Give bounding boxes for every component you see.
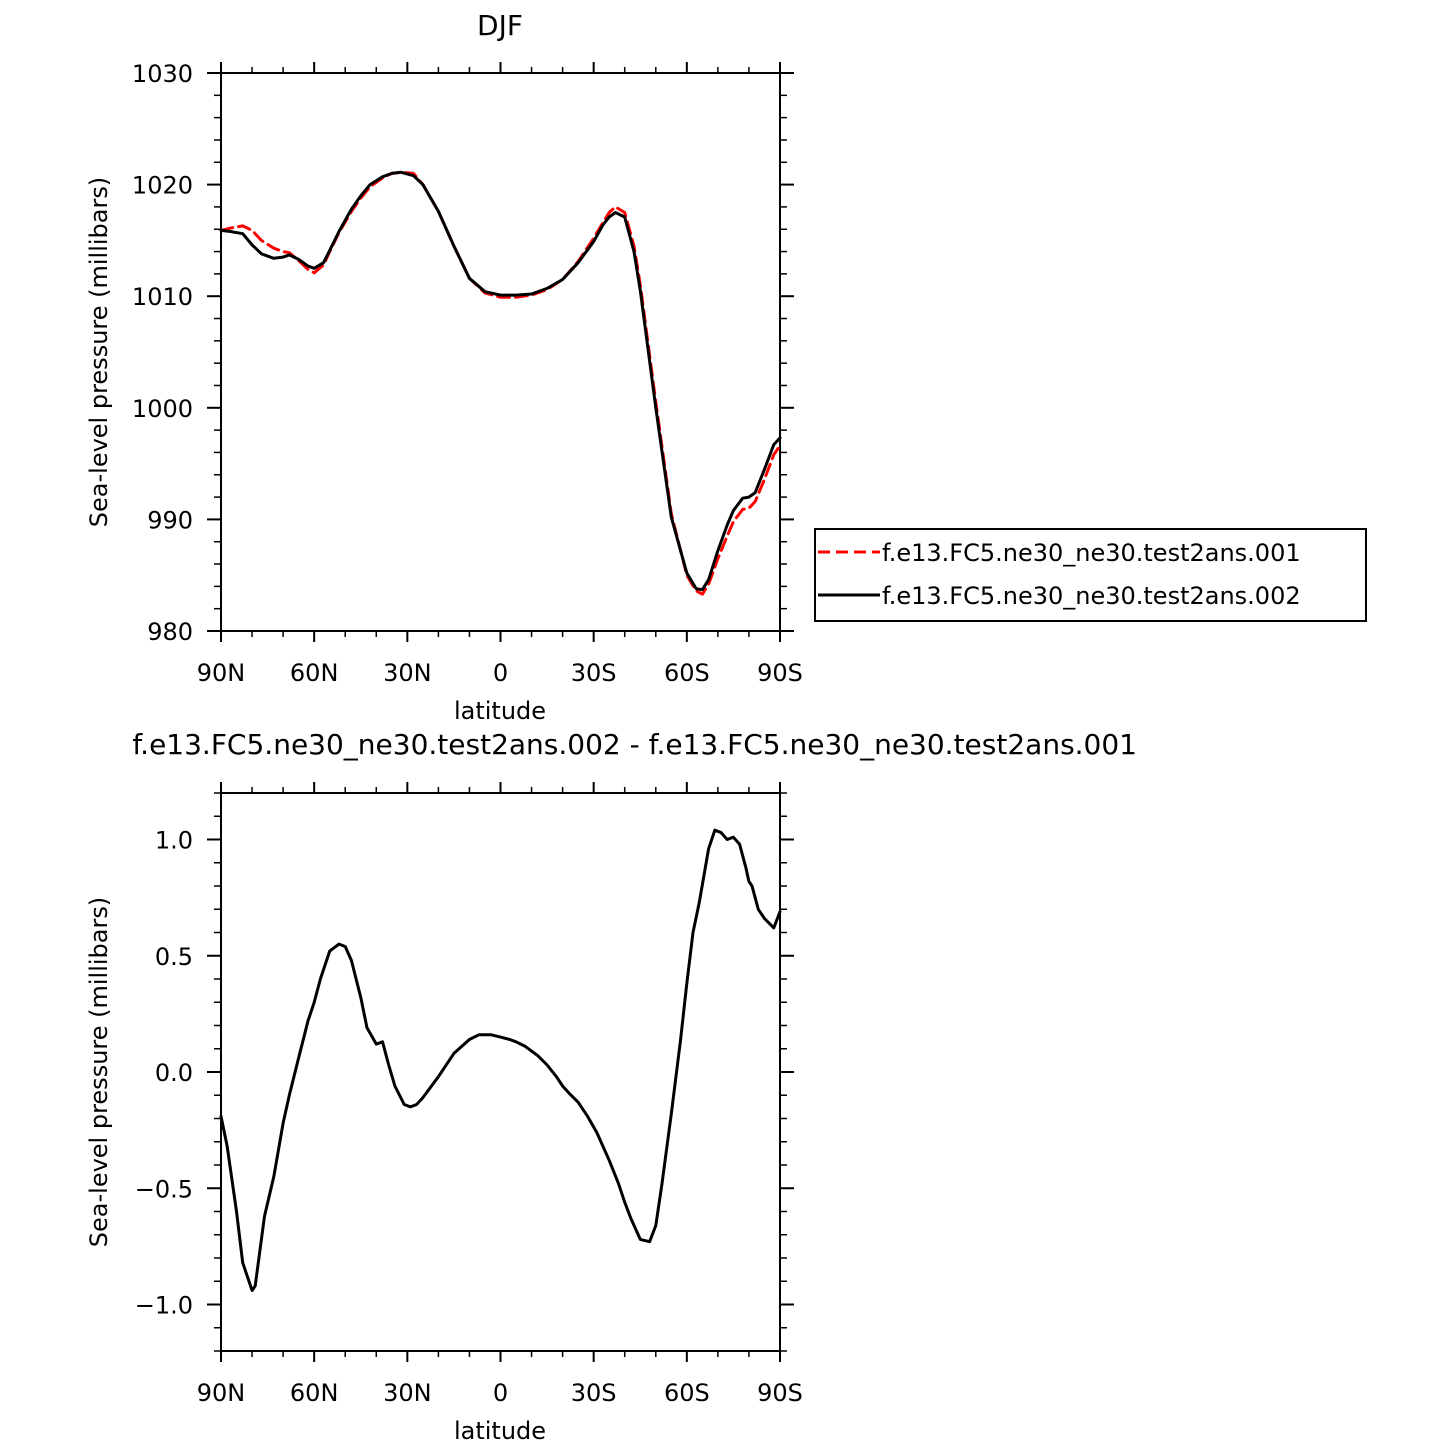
bottom-x-tick-label: 30N (383, 1379, 432, 1407)
bottom-y-tick-label: 0.5 (155, 943, 193, 971)
bottom-axis-ticks: 90N 60N 30N 0 30S 60S 90S −1.0 −0.5 0.0 0.5 1.0 (135, 782, 803, 1407)
bottom-x-axis-title: latitude (454, 1417, 546, 1445)
bottom-y-tick-label: −0.5 (135, 1175, 193, 1203)
top-x-tick-label: 30S (571, 659, 617, 687)
bottom-x-tick-label: 0 (493, 1379, 508, 1407)
slp-djf-panel: DJF 90N 60N 30N 0 30S 60S 90S 980 990 1000 1010 102… (85, 9, 1367, 725)
top-y-tick-label: 1010 (132, 283, 193, 311)
top-y-tick-label: 1000 (132, 395, 193, 423)
top-x-tick-label: 60N (290, 659, 339, 687)
slp-difference-panel: f.e13.FC5.ne30_ne30.test2ans.002 - f.e13… (85, 728, 1137, 1445)
bottom-series-lines (219, 828, 782, 1292)
top-x-axis-title: latitude (454, 697, 546, 725)
bottom-x-tick-label: 90S (757, 1379, 803, 1407)
top-x-tick-label: 0 (493, 659, 508, 687)
top-y-axis-title: Sea-level pressure (millibars) (85, 177, 113, 527)
bottom-x-tick-label: 30S (571, 1379, 617, 1407)
top-x-tick-label: 60S (664, 659, 710, 687)
top-series-line-2 (219, 170, 782, 592)
bottom-y-tick-label: 0.0 (155, 1059, 193, 1087)
top-axis-ticks: 90N 60N 30N 0 30S 60S 90S 980 990 1000 1010 1020 103… (132, 60, 803, 687)
top-y-tick-label: 1020 (132, 172, 193, 200)
top-y-tick-label: 980 (147, 618, 193, 646)
bottom-y-axis-title: Sea-level pressure (millibars) (85, 897, 113, 1247)
bottom-x-tick-label: 90N (197, 1379, 246, 1407)
top-series-line-1 (219, 170, 782, 596)
bottom-plot-title: f.e13.FC5.ne30_ne30.test2ans.002 - f.e13… (132, 728, 1137, 761)
bottom-x-tick-label: 60N (290, 1379, 339, 1407)
top-x-tick-label: 30N (383, 659, 432, 687)
bottom-y-tick-label: 1.0 (155, 827, 193, 855)
bottom-x-tick-label: 60S (664, 1379, 710, 1407)
top-plot-title: DJF (477, 9, 523, 42)
top-x-tick-label: 90N (197, 659, 246, 687)
legend-box (814, 528, 1367, 622)
top-series-lines (219, 170, 782, 596)
top-y-tick-label: 1030 (132, 60, 193, 88)
top-x-tick-label: 90S (757, 659, 803, 687)
top-plot-frame (220, 72, 781, 632)
bottom-series-line-1 (219, 828, 782, 1292)
legend-label-run1: f.e13.FC5.ne30_ne30.test2ans.001 (882, 539, 1301, 567)
bottom-plot-frame (220, 792, 781, 1352)
legend-label-run2: f.e13.FC5.ne30_ne30.test2ans.002 (882, 582, 1301, 610)
legend: f.e13.FC5.ne30_ne30.test2ans.001 f.e13.F… (814, 528, 1367, 622)
bottom-y-tick-label: −1.0 (135, 1292, 193, 1320)
top-y-tick-label: 990 (147, 506, 193, 534)
